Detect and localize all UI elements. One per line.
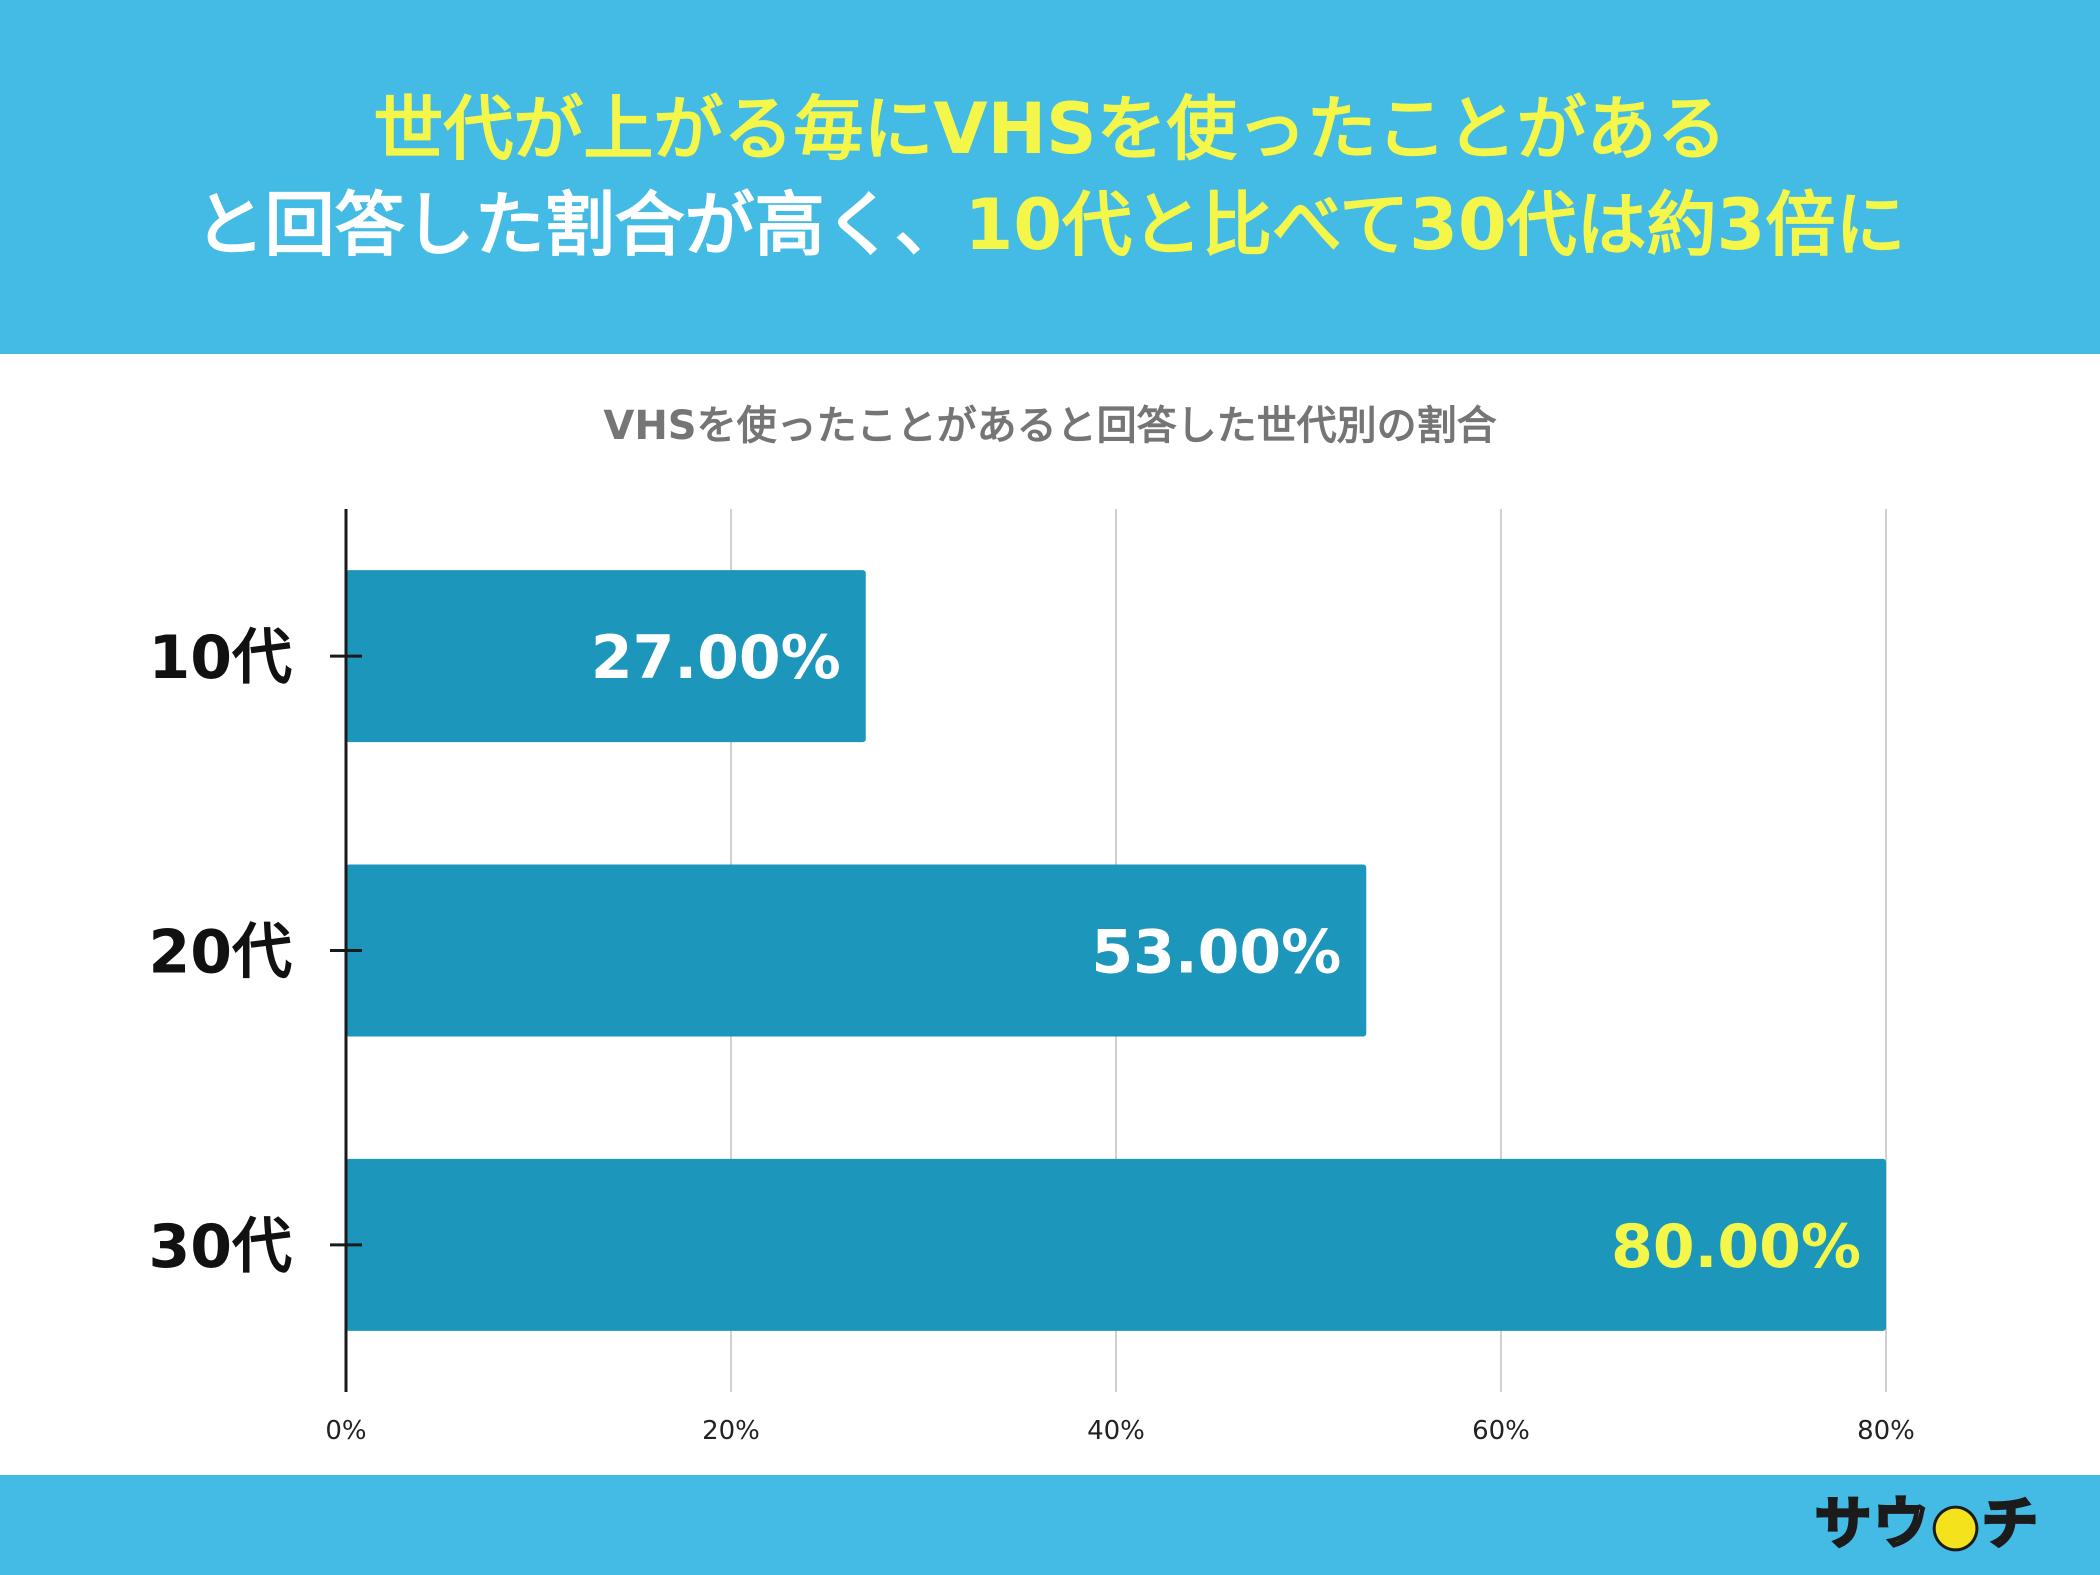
chart-title: VHSを使ったことがあると回答した世代別の割合 (603, 403, 1496, 449)
logo-char-sa: サ (1814, 1491, 1873, 1559)
bar (346, 570, 866, 743)
footer-banner: サ ウ ● チ (0, 1475, 2100, 1575)
x-axis-ticks: 0% 20% 40% 60% 80% (325, 1416, 1915, 1446)
x-tick-label: 60% (1472, 1416, 1530, 1446)
logo-char-u: ウ (1872, 1491, 1931, 1559)
x-tick-label: 20% (702, 1416, 760, 1446)
category-label: 10代 (149, 623, 293, 693)
category-label: 20代 (149, 918, 293, 988)
x-tick-label: 80% (1857, 1416, 1915, 1446)
logo-mascot-icon: ● (1930, 1491, 1982, 1559)
category-labels: 10代 20代 30代 (149, 623, 362, 1282)
data-label: 80.00% (1611, 1212, 1861, 1282)
category-label: 30代 (149, 1212, 293, 1282)
headline-line-2-white: と回答した割合が高く、 (194, 184, 965, 266)
data-label: 27.00% (591, 623, 841, 693)
bar (346, 864, 1367, 1037)
x-tick-label: 40% (1087, 1416, 1145, 1446)
header-banner: 世代が上がる毎にVHSを使ったことがある と回答した割合が高く、10代と比べて3… (0, 0, 2100, 354)
data-label: 53.00% (1091, 918, 1341, 988)
logo-char-chi: チ (1981, 1491, 2040, 1559)
headline-line-2: と回答した割合が高く、10代と比べて30代は約3倍に (0, 180, 2100, 270)
x-tick-label: 0% (325, 1416, 366, 1446)
headline-line-2-yellow: 10代と比べて30代は約3倍に (964, 184, 1906, 266)
headline-line-1: 世代が上がる毎にVHSを使ったことがある (373, 88, 1727, 170)
brand-logo: サ ウ ● チ (1814, 1489, 2040, 1561)
bar (346, 1158, 1886, 1331)
bar-chart: VHSを使ったことがあると回答した世代別の割合 0% 20% 40% 60% 80% 1… (149, 403, 1915, 1446)
bars (346, 570, 1886, 1331)
data-labels: 27.00% 53.00% 80.00% (591, 623, 1861, 1282)
